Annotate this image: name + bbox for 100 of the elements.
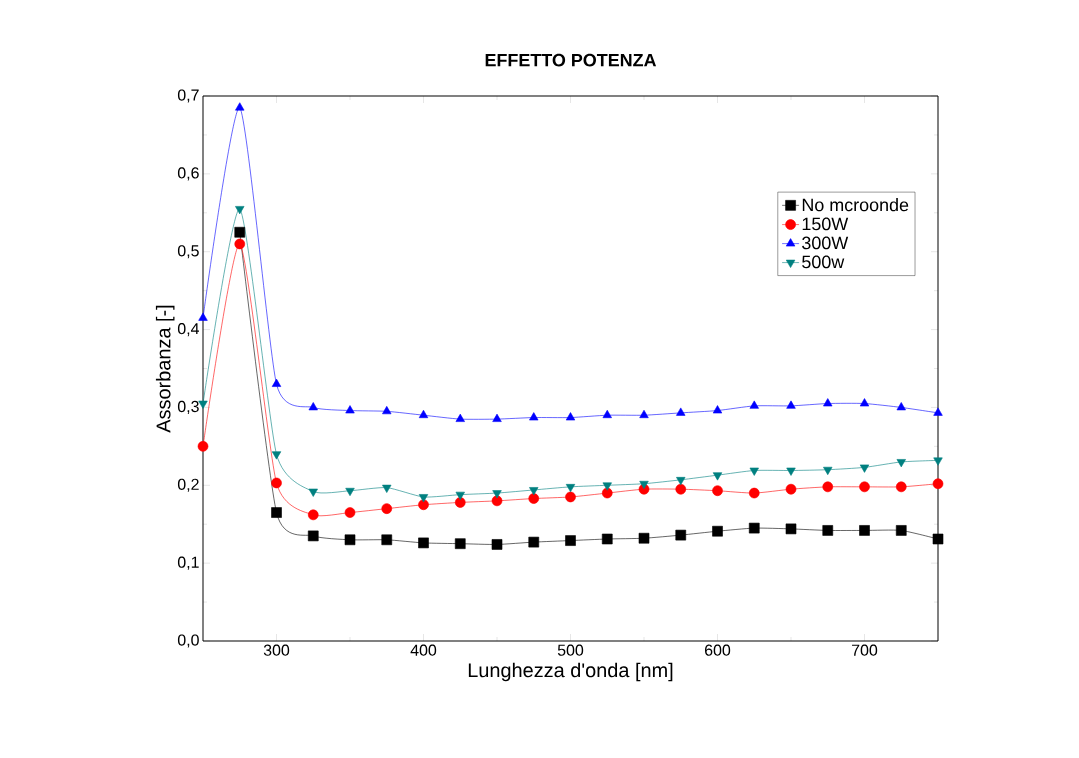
point (675, 529, 687, 541)
x-tick-label: 300 (263, 644, 290, 656)
point (638, 532, 650, 544)
point (418, 537, 429, 549)
point (786, 400, 796, 409)
point (492, 413, 502, 422)
point (786, 467, 796, 476)
point (197, 441, 209, 452)
y-tick-label: 0,7 (177, 89, 199, 103)
point (307, 509, 319, 521)
point (823, 466, 833, 476)
point (271, 507, 282, 518)
point (307, 530, 319, 542)
point (712, 485, 723, 497)
legend-label: 500w (802, 255, 845, 269)
point (822, 481, 834, 493)
point (822, 525, 834, 536)
point (676, 477, 686, 486)
point (234, 226, 246, 238)
point (602, 409, 612, 419)
point (271, 477, 282, 489)
point (712, 525, 723, 537)
point (271, 378, 282, 387)
point (308, 488, 318, 497)
x-tick-label: 700 (852, 644, 878, 656)
point (712, 405, 723, 414)
point (565, 491, 576, 503)
point (418, 494, 429, 503)
point (749, 400, 759, 409)
point (896, 459, 906, 468)
point (418, 499, 429, 511)
point (895, 525, 907, 536)
x-tick-label: 600 (705, 644, 731, 656)
point (528, 493, 540, 504)
point (491, 495, 503, 507)
point (859, 464, 870, 473)
point (933, 457, 943, 466)
point (418, 409, 429, 419)
point (528, 536, 540, 548)
point (344, 507, 356, 518)
point (749, 467, 759, 476)
point (271, 451, 282, 460)
point (859, 525, 870, 536)
point (381, 503, 393, 514)
x-axis-title: Lunghezza d'onda [nm] (468, 662, 673, 682)
x-tick-label: 400 (410, 644, 437, 656)
y-tick-label: 0,0 (177, 634, 199, 648)
point (676, 407, 686, 416)
point (748, 522, 760, 534)
point (639, 409, 649, 419)
point (785, 483, 797, 495)
point (748, 487, 760, 499)
point (565, 484, 576, 493)
y-tick-label: 0,6 (177, 167, 199, 181)
point (455, 491, 465, 500)
point (529, 412, 539, 421)
legend-label: 150W (802, 217, 849, 231)
point (345, 487, 355, 497)
point (896, 402, 906, 411)
legend-label: No mcroonde (802, 198, 909, 212)
legend-label: 300W (802, 236, 849, 250)
point (491, 539, 503, 550)
point (785, 523, 797, 535)
point (859, 481, 870, 493)
point (308, 402, 318, 411)
point (381, 534, 393, 546)
y-tick-label: 0,1 (177, 556, 199, 570)
point (601, 533, 613, 545)
point (235, 102, 245, 111)
point (565, 412, 576, 421)
point (895, 481, 907, 493)
point (932, 478, 944, 490)
point (345, 405, 355, 414)
point (601, 487, 613, 499)
point (712, 472, 723, 481)
point (198, 400, 208, 409)
point (932, 533, 944, 545)
point (234, 238, 246, 250)
point (639, 480, 649, 490)
y-tick-label: 0,2 (177, 478, 199, 492)
point (382, 406, 392, 415)
point (455, 413, 465, 422)
point (823, 398, 833, 407)
y-tick-label: 0,5 (177, 245, 199, 259)
x-tick-label: 500 (557, 644, 584, 656)
point (675, 483, 687, 495)
y-axis-title: Assorbanza [-] (155, 305, 175, 433)
point (565, 535, 576, 546)
y-tick-label: 0,3 (177, 400, 199, 415)
point (454, 538, 466, 549)
point (859, 398, 870, 407)
point (529, 487, 539, 496)
point (602, 482, 612, 491)
point (382, 484, 392, 493)
point (344, 534, 356, 546)
point (198, 312, 208, 321)
chart-title: EFFETTO POTENZA (485, 53, 657, 67)
point (492, 490, 502, 499)
point (933, 407, 943, 416)
y-tick-label: 0,4 (177, 322, 200, 337)
